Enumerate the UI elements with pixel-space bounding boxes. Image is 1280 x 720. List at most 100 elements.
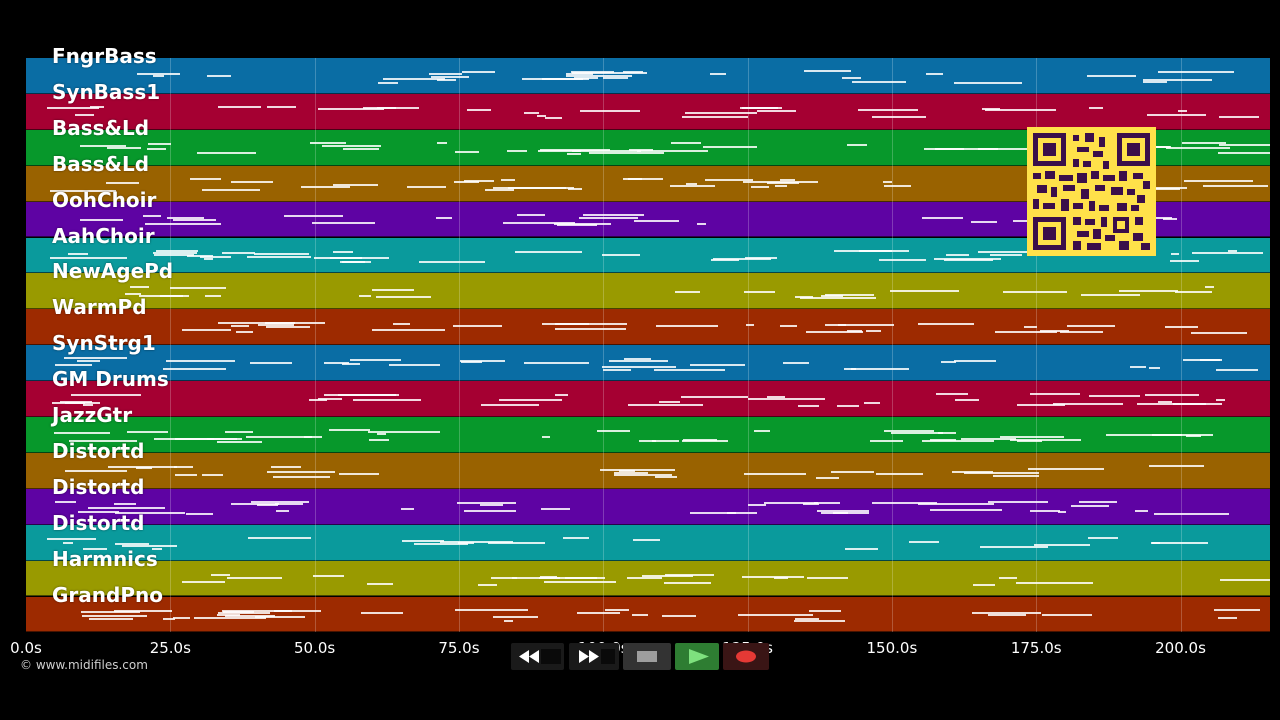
note-mark <box>1157 400 1173 403</box>
note-mark <box>460 361 483 364</box>
note-mark <box>437 142 448 145</box>
note-mark <box>230 324 249 327</box>
note-mark <box>341 362 361 365</box>
qr-code[interactable] <box>1027 127 1156 256</box>
note-mark <box>217 611 271 614</box>
note-mark <box>453 180 480 183</box>
note-mark <box>1215 398 1225 401</box>
track-lane[interactable] <box>26 381 1270 417</box>
fast-forward-button[interactable] <box>569 643 619 670</box>
note-mark <box>173 616 191 619</box>
note-mark <box>363 106 397 109</box>
note-mark <box>1057 510 1066 513</box>
note-mark <box>270 465 301 468</box>
note-mark <box>246 436 313 439</box>
track-lane[interactable] <box>26 560 1270 597</box>
note-mark <box>55 363 93 366</box>
note-mark <box>636 149 709 152</box>
note-mark <box>800 297 877 300</box>
note-mark <box>174 474 198 477</box>
note-mark <box>511 576 560 579</box>
note-mark <box>318 398 343 401</box>
note-mark <box>77 360 101 363</box>
rewind-button[interactable] <box>511 643 564 670</box>
track-lane[interactable] <box>26 58 1270 94</box>
note-mark <box>1009 438 1082 441</box>
track-lane[interactable] <box>26 524 1270 561</box>
track-lane[interactable] <box>26 452 1270 489</box>
note-mark <box>653 368 726 371</box>
track-lane[interactable] <box>26 417 1270 453</box>
note-mark <box>809 610 842 613</box>
note-mark <box>536 114 546 117</box>
note-mark <box>774 185 788 188</box>
track-lane[interactable] <box>26 488 1270 525</box>
time-gridline <box>170 58 172 632</box>
note-mark <box>1147 113 1206 116</box>
note-mark <box>780 324 797 327</box>
note-mark <box>631 613 648 616</box>
note-mark <box>477 584 497 587</box>
note-mark <box>909 540 939 543</box>
note-mark <box>1078 501 1117 504</box>
note-mark <box>256 504 279 507</box>
note-mark <box>82 614 147 617</box>
note-mark <box>670 142 701 144</box>
note-mark <box>372 328 446 331</box>
note-mark <box>579 217 639 220</box>
note-mark <box>567 153 581 156</box>
note-mark <box>467 109 492 112</box>
note-mark <box>1191 332 1247 335</box>
note-mark <box>794 617 820 620</box>
track-lane[interactable] <box>26 345 1270 382</box>
track-lane[interactable] <box>26 309 1270 346</box>
note-mark <box>67 252 89 255</box>
note-mark <box>389 363 441 366</box>
note-mark <box>174 438 237 441</box>
note-mark <box>1086 74 1136 77</box>
note-mark <box>850 368 910 371</box>
note-mark <box>741 107 783 110</box>
note-mark <box>1183 179 1253 182</box>
note-mark <box>1060 330 1104 333</box>
note-mark <box>588 152 665 155</box>
time-tick-label: 0.0s <box>10 639 42 657</box>
track-label: GrandPno <box>52 582 163 607</box>
note-mark <box>613 471 648 474</box>
note-mark <box>463 509 517 512</box>
note-mark <box>250 500 309 503</box>
play-button[interactable] <box>675 643 719 670</box>
track-lane[interactable] <box>26 273 1270 310</box>
note-mark <box>64 402 85 405</box>
note-mark <box>1205 286 1214 289</box>
note-mark <box>253 253 309 255</box>
note-mark <box>1169 260 1200 263</box>
track-label: Bass&Ld <box>52 115 150 140</box>
note-mark <box>414 542 469 545</box>
track-label: Harmnics <box>52 546 158 571</box>
note-mark <box>555 327 627 330</box>
note-mark <box>876 473 924 476</box>
note-mark <box>258 324 295 327</box>
note-mark <box>748 503 766 506</box>
note-mark <box>767 396 785 399</box>
record-button[interactable] <box>723 643 769 670</box>
track-label: Distortd <box>52 510 145 535</box>
note-mark <box>941 360 956 363</box>
note-mark <box>674 291 701 294</box>
note-mark <box>54 501 77 504</box>
track-lane[interactable] <box>26 596 1270 632</box>
note-mark <box>190 178 222 181</box>
stop-button[interactable] <box>623 643 671 670</box>
track-lane[interactable] <box>26 93 1270 130</box>
note-mark <box>565 577 605 580</box>
note-mark <box>1147 217 1172 220</box>
time-gridline <box>1180 58 1182 632</box>
note-mark <box>767 181 799 184</box>
note-mark <box>605 608 630 611</box>
note-mark <box>107 147 142 150</box>
note-mark <box>222 252 256 255</box>
note-mark <box>614 474 673 477</box>
note-mark <box>654 476 677 479</box>
time-gridline <box>314 58 316 632</box>
